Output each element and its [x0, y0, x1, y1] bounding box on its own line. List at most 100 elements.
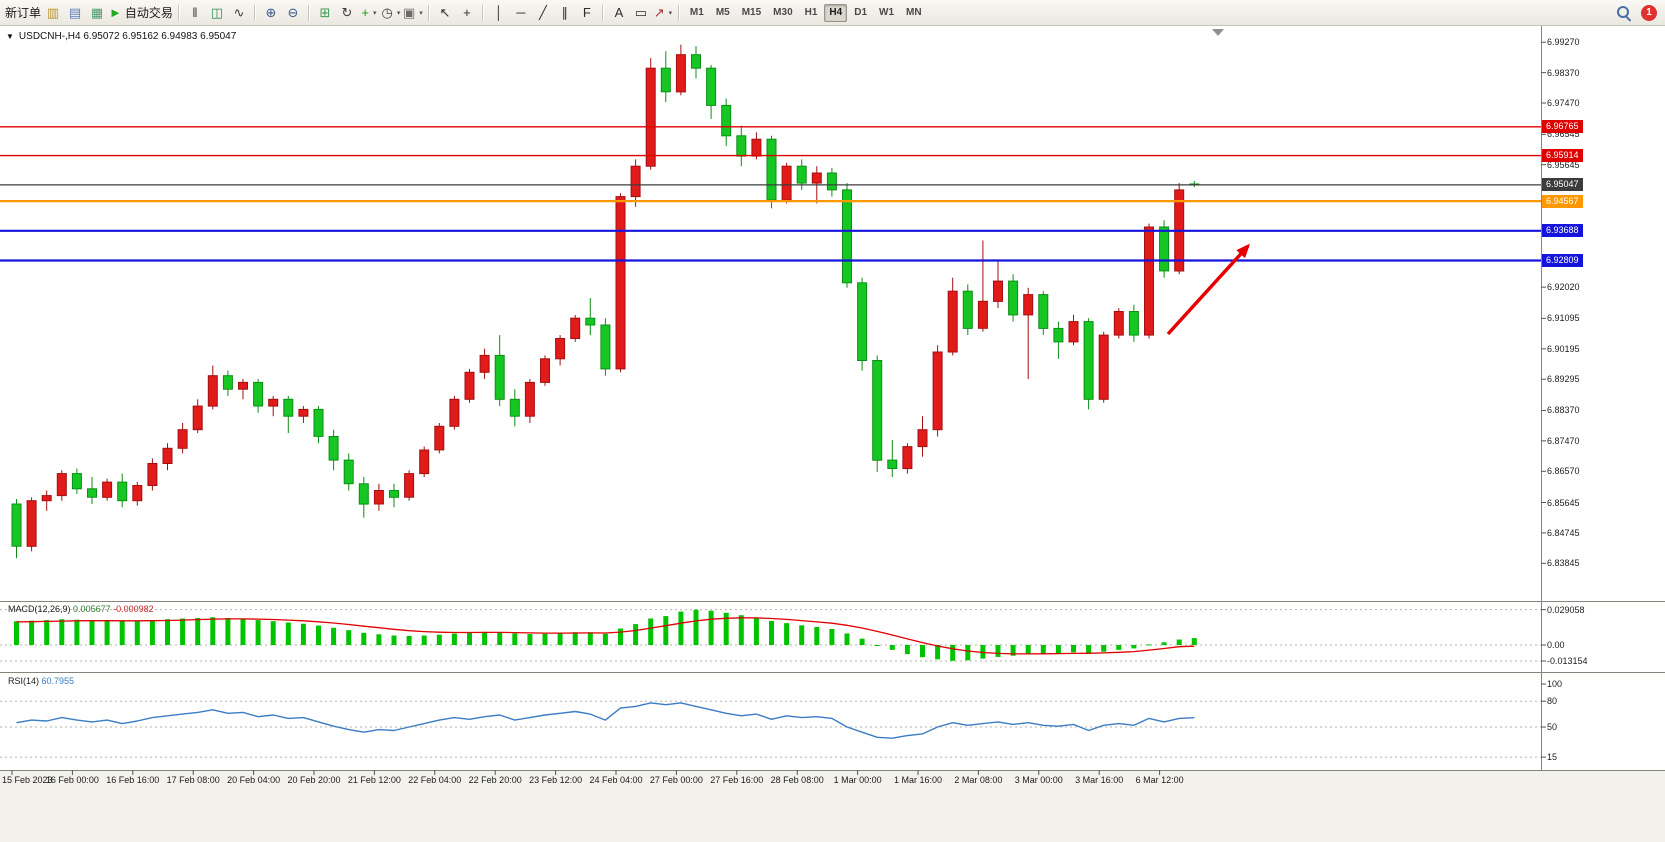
crosshair-button[interactable]: + [457, 3, 477, 23]
hline-button[interactable]: ─ [511, 3, 531, 23]
macd-bar [693, 609, 699, 646]
rsi-value: 60.7955 [41, 676, 75, 686]
candle [313, 408, 324, 437]
market-watch-button[interactable]: ▥ [43, 3, 63, 23]
macd-bar [904, 645, 910, 655]
time-axis-strip [0, 771, 1665, 842]
search-icon[interactable] [1615, 4, 1632, 21]
caret-icon: ▾ [396, 9, 401, 17]
indicators-icon: + [361, 5, 369, 20]
label-button[interactable]: ▭ [631, 3, 651, 23]
toolbar-separator [677, 4, 680, 21]
macd-bar [844, 633, 850, 646]
navigator-button[interactable]: ▦ [87, 3, 107, 23]
tf-w1-button[interactable]: W1 [879, 6, 895, 18]
candle [1008, 280, 1019, 316]
macd-bar [451, 633, 457, 646]
macd-bar [165, 619, 170, 646]
collapse-icon[interactable]: ▼ [6, 32, 14, 41]
tf-h4-button[interactable]: H4 [824, 3, 848, 22]
macd-bar [769, 620, 774, 646]
candle [585, 317, 596, 326]
hline-icon: ─ [516, 5, 526, 20]
macd-bar [738, 615, 744, 646]
macd-bar [708, 610, 714, 646]
candle [917, 429, 928, 448]
macd-bar [618, 628, 623, 646]
auto-scroll-button[interactable]: ↻ [337, 3, 357, 23]
arrows-button[interactable]: ↗ ▾ [653, 3, 673, 23]
tf-m5-button[interactable]: M5 [715, 6, 730, 18]
candle [343, 459, 354, 485]
channel-button[interactable]: ∥ [555, 3, 575, 23]
macd-bar [587, 632, 593, 646]
macd-bar [663, 616, 669, 646]
arrows-icon: ↗ [653, 5, 665, 20]
tf-mn-button[interactable]: MN [906, 6, 922, 18]
tf-h1-button[interactable]: H1 [804, 6, 818, 18]
tf-m30-button[interactable]: M30 [773, 6, 793, 18]
macd-bar [104, 620, 110, 646]
candle [570, 317, 581, 340]
macd-bar [361, 632, 367, 646]
trendline-button[interactable]: ╱ [533, 3, 553, 23]
macd-bar [1116, 645, 1122, 650]
macd-bar [950, 645, 956, 661]
candle [449, 398, 460, 427]
candle [615, 196, 626, 370]
macd-bar [1101, 645, 1107, 652]
chart-shift-marker[interactable] [1212, 29, 1224, 36]
candle [630, 165, 641, 198]
tile-windows-button[interactable]: ⊞ [315, 3, 335, 23]
candle [26, 500, 37, 547]
candle [962, 290, 973, 329]
macd-bar [995, 645, 1001, 657]
macd-bar [542, 633, 548, 646]
macd-bar [723, 612, 729, 646]
text-button[interactable]: A [609, 3, 629, 23]
text-icon: A [614, 5, 624, 20]
candle [177, 429, 188, 449]
tf-d1-button[interactable]: D1 [854, 6, 868, 18]
chart-bars-button[interactable]: ‖ [185, 3, 205, 23]
candle [1128, 311, 1139, 336]
chart-line-button[interactable]: ∿ [229, 3, 249, 23]
macd-bar [648, 618, 654, 646]
cursor-button[interactable]: ↖ [435, 3, 455, 23]
macd-bar [225, 618, 231, 646]
candle [253, 381, 264, 407]
zoom-in-button[interactable]: ⊕ [261, 3, 281, 23]
templates-button[interactable]: ▣ ▾ [403, 3, 423, 23]
chart-candles-button[interactable]: ◫ [207, 3, 227, 23]
fibonacci-button[interactable]: F [577, 3, 597, 23]
tf-m15-button[interactable]: M15 [741, 6, 762, 18]
macd-bar [678, 611, 684, 646]
data-window-icon: ▤ [68, 5, 82, 20]
macd-bar [300, 623, 306, 646]
chart-title-text: USDCNH-,H4 6.95072 6.95162 6.94983 6.950… [18, 31, 237, 42]
data-window-button[interactable]: ▤ [65, 3, 85, 23]
candle [675, 54, 686, 93]
candle [811, 172, 822, 184]
candle [509, 398, 520, 417]
tf-m1-button[interactable]: M1 [689, 6, 704, 18]
auto-trading-button-label: 自动交易 [124, 6, 173, 20]
new-order-button[interactable]: 新订单 [5, 3, 41, 23]
candle [1144, 226, 1154, 336]
zoom-out-button[interactable]: ⊖ [283, 3, 303, 23]
periods-button[interactable]: ◷ ▾ [381, 3, 401, 23]
auto-trading-button[interactable]: ► 自动交易 [109, 3, 173, 23]
macd-bar [1055, 645, 1061, 654]
indicators-button[interactable]: + ▾ [359, 3, 379, 23]
macd-bar [889, 645, 895, 650]
candle [781, 165, 792, 201]
channel-icon: ∥ [561, 5, 569, 20]
trend-arrow-annotation[interactable] [1166, 243, 1251, 336]
candle [41, 495, 52, 502]
vline-button[interactable]: │ [489, 3, 509, 23]
candle [87, 488, 97, 498]
notification-badge[interactable]: 1 [1641, 4, 1657, 21]
macd-bar [346, 630, 352, 646]
caret-icon: ▾ [372, 9, 377, 17]
